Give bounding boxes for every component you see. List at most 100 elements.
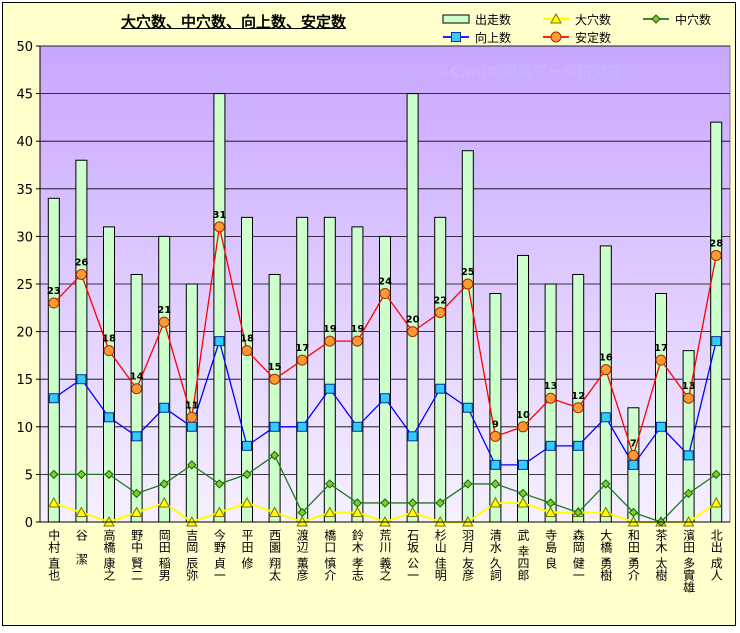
point-中穴数 (435, 498, 445, 508)
y-tick-label: 40 (16, 135, 33, 150)
data-label: 31 (212, 210, 226, 221)
point-安定数 (103, 345, 115, 357)
bar-出走数 (517, 254, 529, 523)
x-tick-label: 北出 成人 (709, 529, 723, 581)
point-向上数 (573, 440, 584, 451)
bar-出走数 (296, 216, 309, 523)
x-tick-label: 杉山 佳明 (433, 529, 447, 582)
point-向上数 (104, 412, 114, 423)
data-label: 18 (102, 334, 116, 345)
point-大穴数 (710, 496, 723, 508)
point-向上数 (324, 383, 335, 394)
legend-marker (651, 14, 661, 24)
point-安定数 (627, 449, 639, 461)
y-tick-label: 50 (16, 40, 33, 55)
x-tick-label: 清水 久詞 (488, 529, 502, 581)
point-安定数 (572, 402, 584, 414)
chart-title: 大穴数、中穴数、向上数、安定数 (121, 13, 347, 31)
point-中穴数 (628, 507, 639, 518)
point-安定数 (241, 345, 253, 357)
x-tick-label: 平田 修 (240, 529, 254, 569)
point-中穴数 (49, 469, 59, 480)
line-series (47, 221, 723, 527)
point-向上数 (48, 393, 59, 404)
bar-出走数 (323, 216, 336, 523)
data-labels: 23 26 18 14 21 11 31 18 15 17 19 19 24 20 22 25 9 10 13 12 1… (47, 210, 723, 449)
bar-出走数 (351, 226, 364, 523)
y-axis: 0 5 10 15 20 25 30 35 40 45 50 (16, 40, 41, 531)
data-label: 13 (544, 381, 558, 392)
point-安定数 (186, 411, 198, 423)
bar-出走数 (461, 150, 474, 523)
y-tick-label: 45 (16, 88, 33, 103)
point-安定数 (213, 221, 225, 233)
point-中穴数 (407, 498, 418, 508)
point-中穴数 (380, 498, 390, 508)
data-label: 24 (378, 277, 392, 288)
point-向上数 (435, 383, 446, 394)
point-向上数 (407, 431, 418, 442)
point-中穴数 (187, 460, 197, 470)
point-大穴数 (599, 506, 612, 517)
x-tick-label: 石坂 公一 (406, 529, 420, 581)
y-tick-label: 35 (16, 183, 33, 198)
y-tick-label: 20 (16, 326, 33, 341)
bar-出走数 (158, 235, 171, 523)
y-tick-label: 15 (16, 373, 33, 388)
data-label: 7 (630, 438, 637, 449)
bar-出走数 (213, 93, 226, 523)
point-向上数 (352, 421, 363, 432)
point-向上数 (159, 402, 170, 413)
x-tick-label: 今野 貞一 (212, 528, 226, 581)
data-label: 22 (433, 296, 447, 307)
point-安定数 (434, 307, 446, 319)
point-中穴数 (159, 479, 169, 489)
point-中穴数 (573, 507, 583, 518)
data-label: 25 (461, 267, 475, 278)
point-安定数 (324, 335, 336, 347)
data-label: 20 (406, 315, 420, 326)
data-label: 14 (130, 372, 144, 383)
point-大穴数 (213, 506, 226, 517)
legend-label: 中穴数 (675, 12, 711, 27)
point-中穴数 (325, 479, 335, 489)
bar-出走数 (268, 273, 281, 523)
point-向上数 (131, 431, 142, 442)
point-大穴数 (158, 496, 171, 508)
point-大穴数 (406, 506, 419, 517)
data-label: 16 (599, 353, 613, 364)
point-向上数 (656, 421, 666, 432)
x-tick-label: 橋口 慎介 (323, 529, 337, 581)
point-中穴数 (711, 469, 721, 480)
point-向上数 (628, 459, 639, 470)
point-向上数 (490, 459, 501, 470)
x-tick-label: 谷 潔 (74, 529, 88, 565)
point-向上数 (269, 421, 280, 432)
point-向上数 (380, 393, 390, 404)
legend-marker (550, 12, 562, 24)
point-向上数 (242, 440, 252, 451)
point-安定数 (407, 326, 419, 338)
point-中穴数 (104, 469, 114, 480)
point-向上数 (711, 336, 722, 347)
point-安定数 (75, 268, 87, 280)
x-tick-label: 茶木 太樹 (654, 528, 668, 581)
point-中穴数 (352, 498, 363, 508)
point-向上数 (545, 440, 556, 451)
data-label: 9 (492, 419, 499, 430)
data-label: 18 (240, 334, 254, 345)
y-tick-label: 25 (16, 278, 33, 293)
x-tick-label: 岡田 稲男 (157, 529, 171, 581)
bar-series (47, 93, 723, 523)
legend-label: 向上数 (475, 30, 511, 45)
legend-marker (550, 31, 562, 43)
data-label: 26 (74, 257, 88, 268)
bar-出走数 (434, 216, 447, 523)
point-安定数 (462, 278, 474, 290)
point-安定数 (379, 288, 391, 300)
data-label: 17 (295, 343, 309, 354)
x-tick-label: 羽月 友彦 (461, 529, 475, 581)
x-tick-label: 濱田 多實雄 (682, 529, 696, 593)
point-中穴数 (518, 488, 528, 499)
